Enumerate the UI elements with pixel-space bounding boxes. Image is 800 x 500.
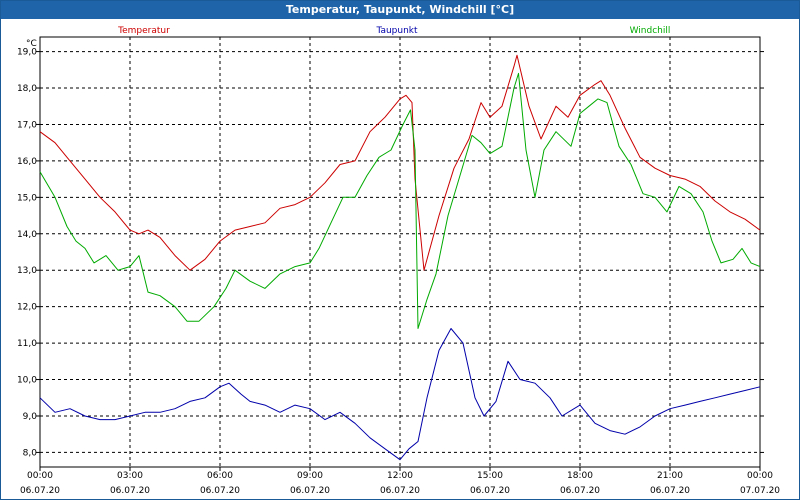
x-tick-date: 06.07.20 bbox=[20, 486, 60, 496]
x-tick-date: 06.07.20 bbox=[290, 486, 330, 496]
y-tick-label: 8,0 bbox=[23, 448, 38, 458]
chart-title: Temperatur, Taupunkt, Windchill [°C] bbox=[1, 1, 799, 19]
x-tick-date: 06.07.20 bbox=[380, 486, 420, 496]
x-tick-date: 06.07.20 bbox=[110, 486, 150, 496]
y-axis: 8,0 9,0 10,0 11,0 12,0 13,0 14,0 15,0 16,0 17,0 18… bbox=[17, 48, 764, 458]
x-tick-time: 03:00 bbox=[117, 471, 143, 481]
x-tick-time: 15:00 bbox=[477, 471, 503, 481]
y-tick-label: 15,0 bbox=[17, 193, 37, 203]
y-tick-label: 10,0 bbox=[17, 376, 37, 386]
y-tick-label: 13,0 bbox=[17, 266, 37, 276]
y-tick-label: 12,0 bbox=[17, 303, 37, 313]
y-tick-label: 19,0 bbox=[17, 48, 37, 58]
legend-label-taupunkt: Taupunkt bbox=[375, 26, 418, 36]
x-tick-time: 18:00 bbox=[567, 471, 593, 481]
x-tick-date: 06.07.20 bbox=[560, 486, 600, 496]
y-tick-label: 9,0 bbox=[23, 412, 38, 422]
legend-label-temperatur: Temperatur bbox=[117, 26, 170, 36]
x-tick-time: 09:00 bbox=[297, 471, 323, 481]
x-tick-date: 06.07.20 bbox=[650, 486, 690, 496]
series-lines bbox=[39, 54, 761, 461]
grid-lines bbox=[40, 37, 760, 467]
x-tick-date: 06.07.20 bbox=[200, 486, 240, 496]
x-tick-time: 06:00 bbox=[207, 471, 233, 481]
series-line-taupunkt bbox=[39, 328, 761, 461]
x-tick-date: 06.07.20 bbox=[470, 486, 510, 496]
y-tick-label: 18,0 bbox=[17, 84, 37, 94]
series-line-windchill bbox=[39, 72, 761, 329]
y-tick-label: 11,0 bbox=[17, 339, 37, 349]
legend-label-windchill: Windchill bbox=[630, 26, 671, 36]
legend: Temperatur Taupunkt Windchill bbox=[117, 26, 670, 36]
y-tick-label: 16,0 bbox=[17, 157, 37, 167]
x-tick-date: 07.07.20 bbox=[740, 486, 780, 496]
x-tick-time: 00:00 bbox=[747, 471, 773, 481]
x-tick-time: 12:00 bbox=[387, 471, 413, 481]
y-tick-label: 17,0 bbox=[17, 120, 37, 130]
plot-border bbox=[39, 36, 761, 468]
x-tick-time: 21:00 bbox=[657, 471, 683, 481]
y-axis-unit-label: °C bbox=[26, 39, 37, 49]
x-tick-time: 00:00 bbox=[27, 471, 53, 481]
y-tick-label: 14,0 bbox=[17, 230, 37, 240]
x-axis: 00:00 06.07.20 03:00 06.07.20 06:00 06.07.20 0… bbox=[20, 467, 780, 496]
